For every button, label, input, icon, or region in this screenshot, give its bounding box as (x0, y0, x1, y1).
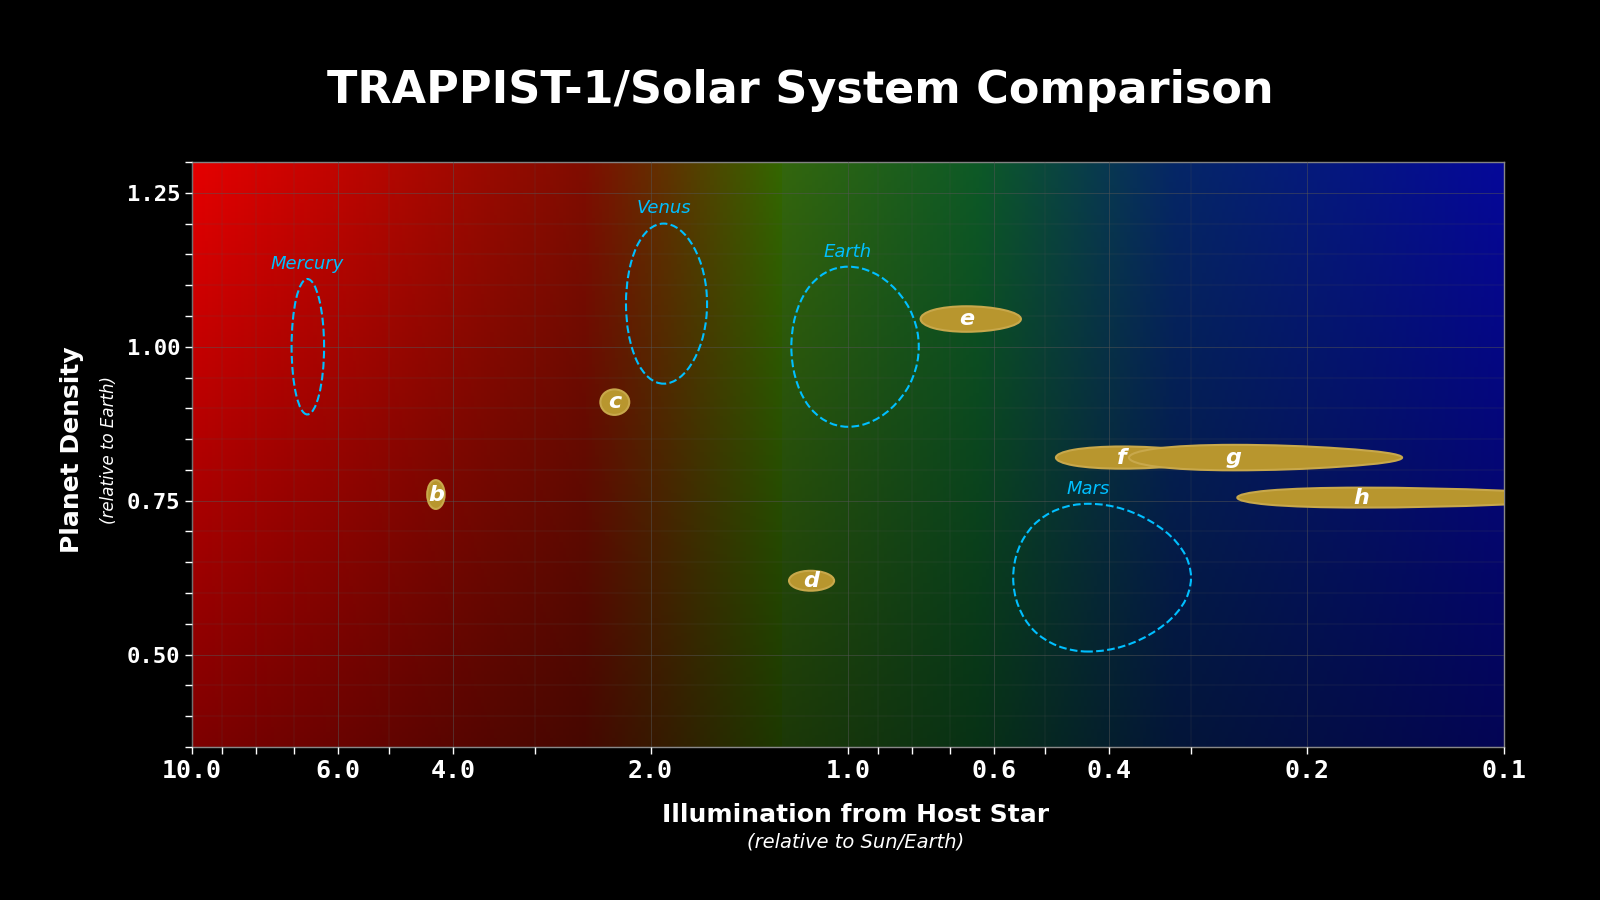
Text: Illumination from Host Star: Illumination from Host Star (662, 803, 1050, 826)
Ellipse shape (600, 390, 629, 415)
Text: h: h (1354, 488, 1370, 508)
Text: g: g (1226, 447, 1242, 468)
Text: Venus: Venus (637, 200, 691, 218)
Ellipse shape (920, 306, 1021, 332)
Text: (relative to Sun/Earth): (relative to Sun/Earth) (747, 832, 965, 851)
Text: d: d (803, 571, 819, 590)
Text: c: c (608, 392, 621, 412)
Text: b: b (427, 484, 443, 505)
Text: e: e (958, 309, 974, 329)
Text: Earth: Earth (824, 242, 872, 260)
Ellipse shape (427, 480, 445, 508)
Text: Mars: Mars (1067, 480, 1110, 498)
Ellipse shape (789, 571, 834, 590)
Ellipse shape (1056, 446, 1208, 469)
Text: Mercury: Mercury (270, 255, 344, 273)
Ellipse shape (1130, 445, 1402, 471)
Text: TRAPPIST-1/Solar System Comparison: TRAPPIST-1/Solar System Comparison (326, 68, 1274, 112)
Ellipse shape (1237, 488, 1586, 508)
Text: f: f (1117, 447, 1126, 468)
Text: (relative to Earth): (relative to Earth) (99, 376, 118, 524)
Text: Planet Density: Planet Density (61, 346, 83, 554)
